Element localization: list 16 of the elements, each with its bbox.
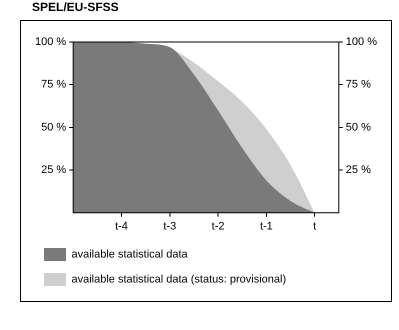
- x-tick-label: t-1: [260, 220, 273, 232]
- x-tick-label: t-4: [115, 220, 128, 232]
- x-tick-label: t: [313, 220, 316, 232]
- chart-title: SPEL/EU-SFSS: [32, 0, 119, 14]
- legend-label: available statistical data (status: provisional): [72, 274, 286, 286]
- legend-label: available statistical data: [72, 248, 189, 261]
- y2-tick-label: 100 %: [346, 36, 378, 48]
- y-tick-label: 50 %: [41, 121, 66, 134]
- y-tick-label: 25 %: [41, 164, 66, 176]
- y2-tick-label: 25 %: [346, 164, 372, 176]
- x-tick-label: t-2: [212, 220, 224, 232]
- x-tick-label: t-3: [163, 220, 176, 232]
- y2-tick-label: 75 %: [346, 78, 372, 91]
- y2-tick-label: 50 %: [346, 121, 372, 134]
- y-tick-label: 100 %: [34, 36, 66, 48]
- y-tick-label: 75 %: [41, 78, 66, 91]
